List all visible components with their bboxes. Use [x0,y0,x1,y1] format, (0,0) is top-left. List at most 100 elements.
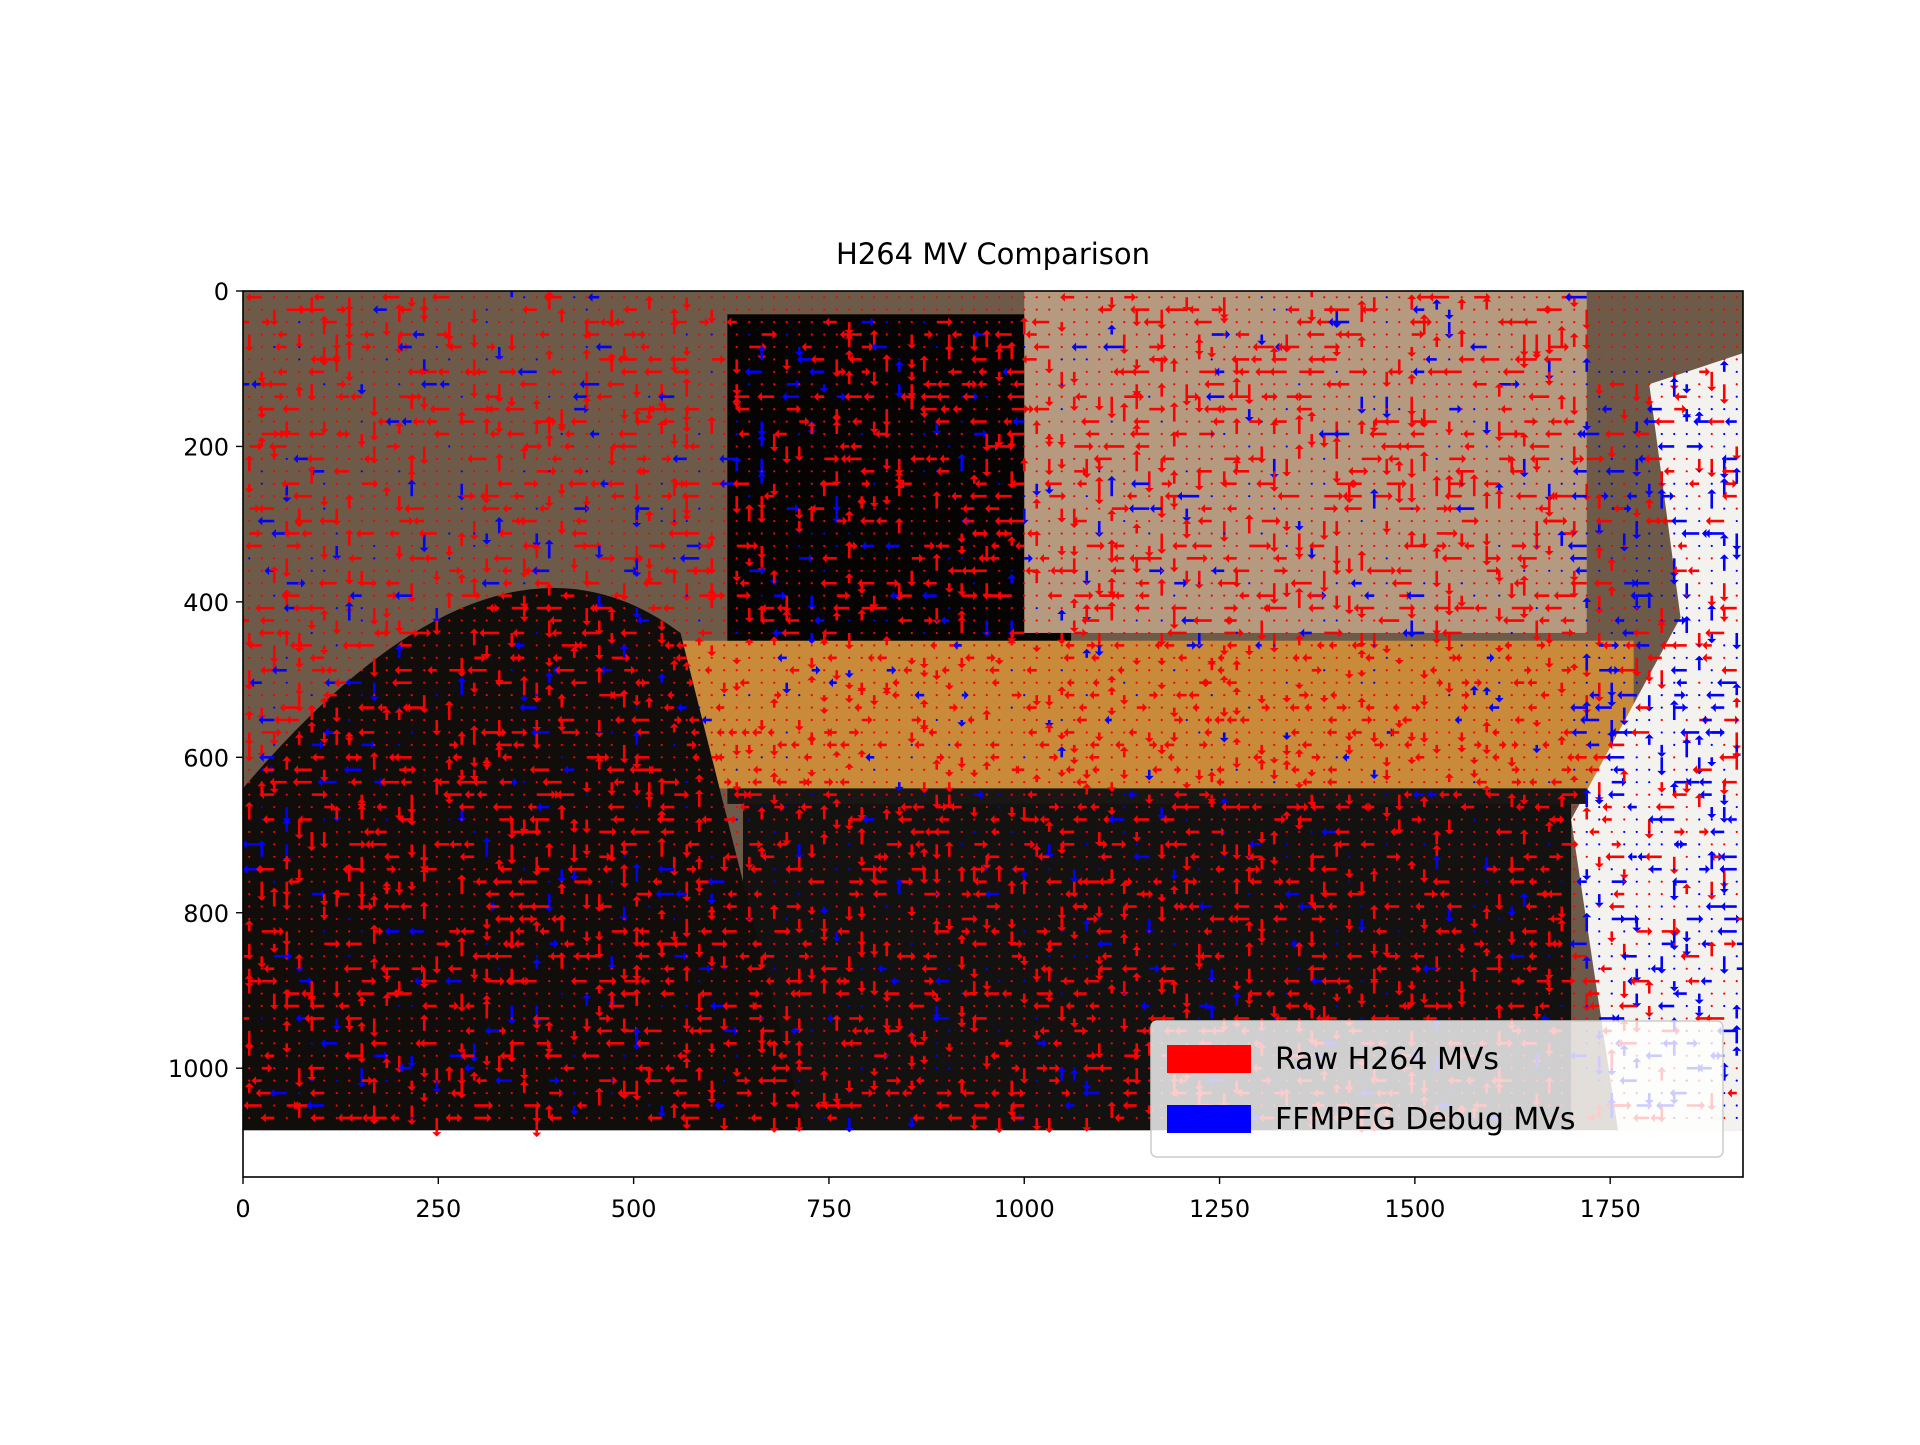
mv-dot [461,607,463,609]
mv-dot [1048,508,1050,510]
mv-dot [886,396,888,398]
mv-dot [1361,296,1363,298]
mv-dot [623,396,625,398]
mv-dot [248,582,250,584]
mv-dot [1398,333,1400,335]
bg-region-desk-top [665,641,1634,789]
mv-dot [736,420,738,422]
mv-dot [361,607,363,609]
mv-dot [1073,420,1075,422]
mv-dot [748,458,750,460]
mv-dot [1373,371,1375,373]
mv-dot [836,333,838,335]
mv-dot [961,420,963,422]
mv-dot [423,657,425,659]
mv-dot [711,458,713,460]
mv-dot [723,470,725,472]
mv-dot [373,433,375,435]
mv-dot [1598,470,1600,472]
mv-dot [1061,657,1063,659]
mv-dot [898,508,900,510]
mv-dot [373,495,375,497]
mv-dot [1586,508,1588,510]
mv-dot [1473,396,1475,398]
mv-dot [1048,371,1050,373]
mv-dot [786,346,788,348]
mv-dot [1261,582,1263,584]
mv-dot [1198,420,1200,422]
mv-dot [873,483,875,485]
mv-dot [523,420,525,422]
mv-dot [811,495,813,497]
mv-dot [461,309,463,311]
mv-dot [1186,358,1188,360]
mv-dot [961,483,963,485]
mv-dot [998,483,1000,485]
mv-dot [623,545,625,547]
mv-dot [498,333,500,335]
mv-dot [248,309,250,311]
mv-dot [848,619,850,621]
mv-dot [786,371,788,373]
mv-dot [1636,333,1638,335]
mv-dot [961,321,963,323]
mv-dot [698,396,700,398]
mv-dot [911,309,913,311]
mv-dot [386,557,388,559]
mv-dot [748,657,750,659]
mv-dot [436,595,438,597]
mv-dot [1398,644,1400,646]
mv-dot [761,632,763,634]
mv-dot [711,445,713,447]
mv-dot [1123,321,1125,323]
mv-dot [711,495,713,497]
mv-dot [373,408,375,410]
mv-dot [873,632,875,634]
mv-dot [1248,557,1250,559]
mv-dot [886,557,888,559]
mv-dot [736,371,738,373]
mv-dot [498,296,500,298]
mv-dot [848,508,850,510]
mv-dot [1548,408,1550,410]
mv-dot [348,657,350,659]
mv-dot [1261,309,1263,311]
mv-dot [1498,595,1500,597]
mv-dot [973,309,975,311]
mv-dot [286,321,288,323]
mv-dot [523,333,525,335]
mv-dot [298,619,300,621]
mv-dot [1611,495,1613,497]
mv-dot [1698,383,1700,385]
mv-dot [1386,333,1388,335]
mv-dot [661,483,663,485]
mv-dot [323,557,325,559]
mv-dot [1511,557,1513,559]
mv-dot [611,508,613,510]
mv-dot [1011,607,1013,609]
mv-dot [436,657,438,659]
mv-dot [723,582,725,584]
mv-dot [961,296,963,298]
mv-dot [1373,445,1375,447]
mv-dot [1573,433,1575,435]
mv-dot [398,607,400,609]
mv-dot [636,644,638,646]
mv-dot [661,557,663,559]
mv-dot [1023,570,1025,572]
mv-dot [1473,570,1475,572]
mv-dot [1673,346,1675,348]
mv-dot [736,520,738,522]
mv-dot [1373,532,1375,534]
mv-dot [848,532,850,534]
mv-dot [1348,408,1350,410]
mv-dot [1211,445,1213,447]
mv-dot [661,346,663,348]
mv-dot [486,657,488,659]
mv-dot [1223,532,1225,534]
mv-dot [1311,383,1313,385]
mv-dot [1711,309,1713,311]
mv-dot [298,557,300,559]
mv-dot [1648,570,1650,572]
